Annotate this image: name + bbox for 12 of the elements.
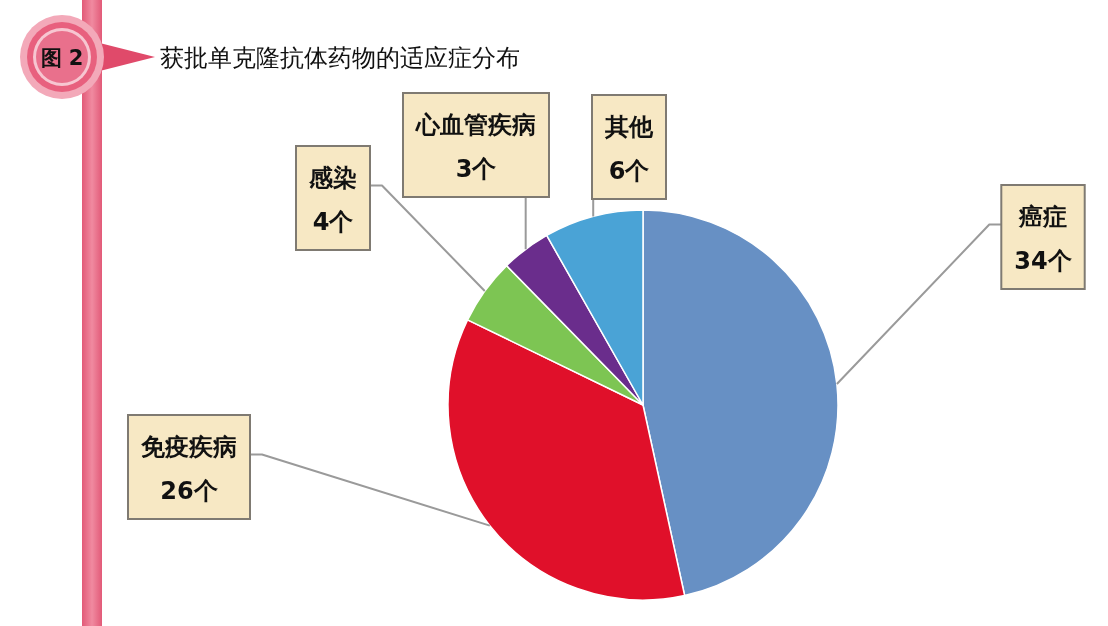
slice-label: 免疫疾病 [140, 433, 237, 461]
chart-title: 获批单克隆抗体药物的适应症分布 [160, 44, 520, 72]
slice-label: 心血管疾病 [415, 111, 536, 139]
data-label: 26个 [160, 477, 218, 505]
slice-label: 感染 [308, 164, 357, 192]
data-label: 34个 [1014, 247, 1072, 275]
data-label: 6个 [608, 157, 650, 185]
data-label: 3个 [455, 155, 497, 183]
data-label: 4个 [312, 208, 354, 236]
slice-label: 癌症 [1018, 203, 1067, 231]
caption: 图 2 [40, 46, 84, 70]
slice-label: 其他 [604, 113, 654, 141]
